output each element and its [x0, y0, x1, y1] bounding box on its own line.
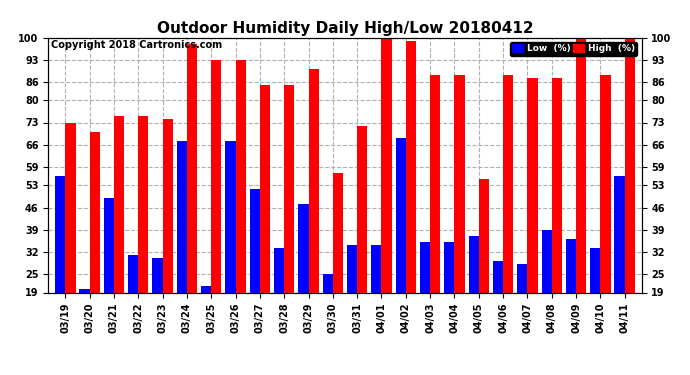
Bar [420, 242, 430, 292]
Bar [138, 116, 148, 292]
Bar [187, 44, 197, 292]
Bar [226, 141, 235, 292]
Bar [406, 40, 416, 292]
Bar [90, 132, 100, 292]
Bar [566, 239, 576, 292]
Bar [211, 60, 221, 292]
Bar [542, 230, 552, 292]
Bar [235, 60, 246, 292]
Legend: Low  (%), High  (%): Low (%), High (%) [510, 42, 637, 56]
Bar [79, 290, 90, 292]
Bar [600, 75, 611, 292]
Bar [163, 119, 172, 292]
Bar [308, 69, 319, 292]
Title: Outdoor Humidity Daily High/Low 20180412: Outdoor Humidity Daily High/Low 20180412 [157, 21, 533, 36]
Bar [527, 78, 538, 292]
Bar [347, 245, 357, 292]
Bar [201, 286, 211, 292]
Bar [284, 85, 295, 292]
Bar [624, 38, 635, 292]
Bar [114, 116, 124, 292]
Bar [323, 274, 333, 292]
Bar [177, 141, 187, 292]
Bar [333, 173, 343, 292]
Bar [66, 123, 75, 292]
Bar [469, 236, 479, 292]
Bar [152, 258, 163, 292]
Bar [55, 176, 66, 292]
Bar [493, 261, 503, 292]
Bar [260, 85, 270, 292]
Bar [444, 242, 455, 292]
Bar [430, 75, 440, 292]
Bar [503, 75, 513, 292]
Bar [357, 126, 367, 292]
Bar [479, 179, 489, 292]
Bar [104, 198, 114, 292]
Bar [455, 75, 464, 292]
Bar [590, 248, 600, 292]
Bar [552, 78, 562, 292]
Bar [371, 245, 382, 292]
Text: Copyright 2018 Cartronics.com: Copyright 2018 Cartronics.com [51, 40, 222, 50]
Bar [382, 38, 392, 292]
Bar [274, 248, 284, 292]
Bar [615, 176, 624, 292]
Bar [576, 38, 586, 292]
Bar [250, 189, 260, 292]
Bar [128, 255, 138, 292]
Bar [395, 138, 406, 292]
Bar [298, 204, 308, 292]
Bar [518, 264, 527, 292]
